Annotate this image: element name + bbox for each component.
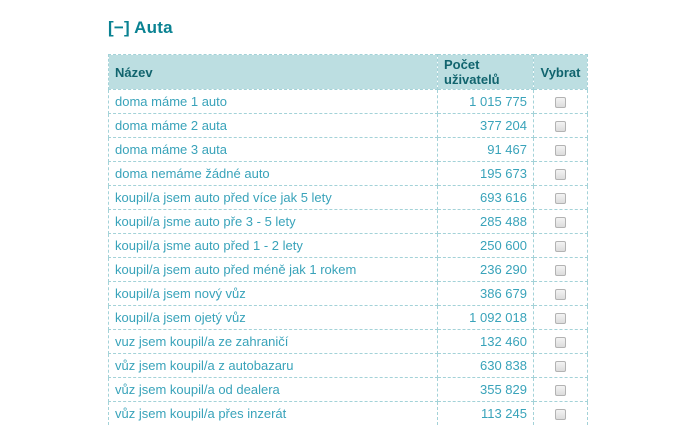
table-body: doma máme 1 auto 1 015 775 doma máme 2 a… — [108, 89, 588, 425]
collapse-toggle[interactable]: [−] — [108, 18, 130, 37]
row-checkbox[interactable] — [555, 361, 566, 373]
row-user-count: 630 838 — [437, 353, 534, 378]
row-checkbox[interactable] — [555, 385, 566, 397]
row-user-count: 113 245 — [437, 401, 534, 425]
column-header-pocet-uzivatelu: Počet uživatelů — [437, 54, 534, 90]
table-row: doma nemáme žádné auto 195 673 — [108, 161, 588, 186]
table-row: koupil/a jsme auto pře 3 - 5 lety 285 48… — [108, 209, 588, 234]
row-checkbox[interactable] — [555, 313, 566, 325]
table-row: koupil/a jsme auto před 1 - 2 lety 250 6… — [108, 233, 588, 258]
section-title: [−] Auta — [108, 18, 588, 38]
row-name: doma máme 1 auto — [108, 89, 438, 114]
row-checkbox[interactable] — [555, 265, 566, 277]
row-name: koupil/a jsem nový vůz — [108, 281, 438, 306]
row-select-cell — [533, 89, 588, 114]
row-checkbox[interactable] — [555, 409, 566, 421]
row-checkbox[interactable] — [555, 121, 566, 133]
row-name: koupil/a jsme auto před 1 - 2 lety — [108, 233, 438, 258]
row-select-cell — [533, 257, 588, 282]
auta-section: [−] Auta Název Počet uživatelů Vybrat do… — [108, 18, 588, 425]
column-header-nazev: Název — [108, 54, 438, 90]
row-checkbox[interactable] — [555, 217, 566, 229]
row-select-cell — [533, 401, 588, 425]
auta-table: Název Počet uživatelů Vybrat doma máme 1… — [108, 54, 588, 425]
table-row: koupil/a jsem auto před méně jak 1 rokem… — [108, 257, 588, 282]
table-header-row: Název Počet uživatelů Vybrat — [108, 54, 588, 90]
row-select-cell — [533, 161, 588, 186]
row-select-cell — [533, 233, 588, 258]
table-row: koupil/a jsem nový vůz 386 679 — [108, 281, 588, 306]
row-user-count: 195 673 — [437, 161, 534, 186]
row-select-cell — [533, 305, 588, 330]
section-title-text: Auta — [134, 18, 173, 37]
table-row: vuz jsem koupil/a ze zahraničí 132 460 — [108, 329, 588, 354]
row-name: doma nemáme žádné auto — [108, 161, 438, 186]
row-name: koupil/a jsme auto pře 3 - 5 lety — [108, 209, 438, 234]
row-checkbox[interactable] — [555, 193, 566, 205]
row-checkbox[interactable] — [555, 337, 566, 349]
row-name: vůz jsem koupil/a přes inzerát — [108, 401, 438, 425]
table-row: vůz jsem koupil/a přes inzerát 113 245 — [108, 401, 588, 425]
row-user-count: 1 092 018 — [437, 305, 534, 330]
row-checkbox[interactable] — [555, 289, 566, 301]
row-select-cell — [533, 353, 588, 378]
row-user-count: 285 488 — [437, 209, 534, 234]
row-checkbox[interactable] — [555, 145, 566, 157]
row-select-cell — [533, 209, 588, 234]
row-name: koupil/a jsem auto před méně jak 1 rokem — [108, 257, 438, 282]
row-user-count: 250 600 — [437, 233, 534, 258]
row-user-count: 386 679 — [437, 281, 534, 306]
row-user-count: 236 290 — [437, 257, 534, 282]
row-name: vuz jsem koupil/a ze zahraničí — [108, 329, 438, 354]
row-checkbox[interactable] — [555, 97, 566, 109]
row-name: koupil/a jsem auto před více jak 5 lety — [108, 185, 438, 210]
row-select-cell — [533, 185, 588, 210]
row-select-cell — [533, 329, 588, 354]
row-name: vůz jsem koupil/a od dealera — [108, 377, 438, 402]
table-row: vůz jsem koupil/a z autobazaru 630 838 — [108, 353, 588, 378]
table-row: doma máme 1 auto 1 015 775 — [108, 89, 588, 114]
row-select-cell — [533, 113, 588, 138]
row-user-count: 355 829 — [437, 377, 534, 402]
row-name: koupil/a jsem ojetý vůz — [108, 305, 438, 330]
row-select-cell — [533, 281, 588, 306]
table-row: koupil/a jsem ojetý vůz 1 092 018 — [108, 305, 588, 330]
row-user-count: 132 460 — [437, 329, 534, 354]
column-header-vybrat: Vybrat — [533, 54, 588, 90]
table-row: koupil/a jsem auto před více jak 5 lety … — [108, 185, 588, 210]
row-name: vůz jsem koupil/a z autobazaru — [108, 353, 438, 378]
row-select-cell — [533, 377, 588, 402]
row-checkbox[interactable] — [555, 169, 566, 181]
table-row: doma máme 3 auta 91 467 — [108, 137, 588, 162]
row-user-count: 1 015 775 — [437, 89, 534, 114]
row-name: doma máme 2 auta — [108, 113, 438, 138]
row-user-count: 91 467 — [437, 137, 534, 162]
row-user-count: 377 204 — [437, 113, 534, 138]
row-name: doma máme 3 auta — [108, 137, 438, 162]
table-row: vůz jsem koupil/a od dealera 355 829 — [108, 377, 588, 402]
row-checkbox[interactable] — [555, 241, 566, 253]
row-select-cell — [533, 137, 588, 162]
table-row: doma máme 2 auta 377 204 — [108, 113, 588, 138]
row-user-count: 693 616 — [437, 185, 534, 210]
